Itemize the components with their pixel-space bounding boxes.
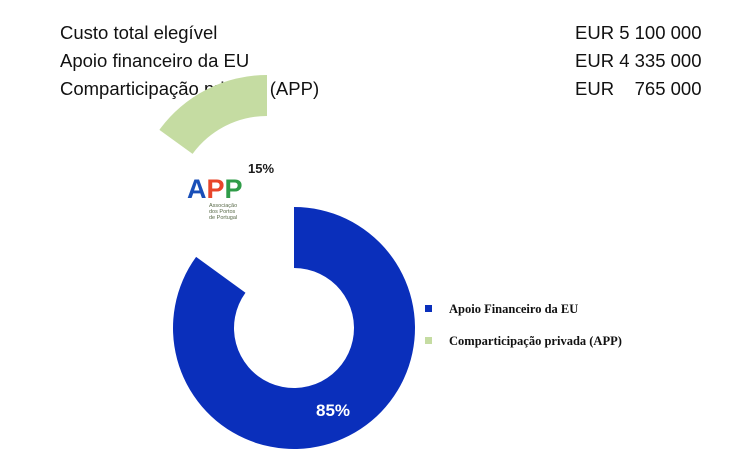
cost-label: Apoio financeiro da EU: [60, 50, 250, 71]
cost-row-eu: Apoio financeiro da EU EUR 4 335 000: [60, 47, 702, 75]
chart-legend: Apoio Financeiro da EU Comparticipação p…: [425, 302, 622, 348]
cost-value: EUR 5 100 000: [575, 22, 702, 43]
donut-slice-eu: [173, 207, 415, 449]
donut-slices: [159, 75, 415, 449]
cost-label: Custo total elegível: [60, 22, 218, 43]
logo-subtitle-2: dos Portos: [209, 209, 236, 215]
logo-subtitle-1: Associação: [209, 203, 237, 209]
cost-value: EUR 765 000: [575, 78, 702, 99]
legend-label-eu: Apoio Financeiro da EU: [449, 302, 578, 316]
logo-letters: APP: [187, 174, 243, 204]
data-label-eu: 85%: [316, 401, 350, 420]
cost-value: EUR 4 335 000: [575, 50, 702, 71]
data-label-private: 15%: [248, 161, 274, 176]
app-logo: APP Associação dos Portos de Portugal: [187, 174, 243, 221]
logo-subtitle-3: de Portugal: [209, 215, 237, 221]
legend-swatch-eu: [425, 305, 432, 312]
legend-label-private: Comparticipação privada (APP): [449, 334, 622, 348]
cost-row-total: Custo total elegível EUR 5 100 000: [60, 19, 702, 47]
logo-letter-a: A: [187, 174, 207, 204]
donut-slice-private: [159, 75, 267, 154]
logo-letter-p2: P: [225, 174, 243, 204]
logo-letter-p1: P: [207, 174, 225, 204]
legend-swatch-private: [425, 337, 432, 344]
